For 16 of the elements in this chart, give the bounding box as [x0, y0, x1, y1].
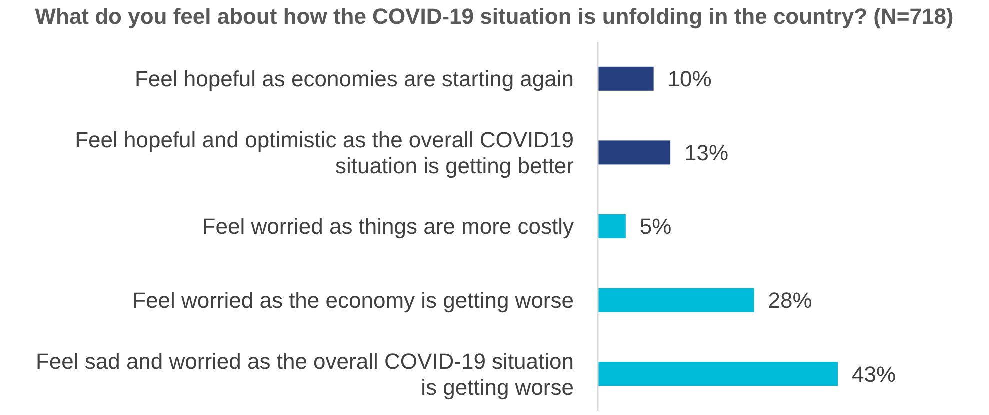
bar: [598, 214, 626, 238]
data-label: 28%: [768, 288, 812, 313]
y-tick-label: Feel hopeful and optimistic as the overall COVID19 situation is getting better: [75, 127, 574, 178]
data-label: 43%: [852, 362, 896, 387]
y-tick-label: Feel sad and worried as the overall COVID-19 situation is getting worse: [36, 348, 574, 400]
data-label: 13%: [684, 140, 729, 166]
bar: [598, 140, 671, 165]
chart-title: What do you feel about how the COVID-19 situation is unfolding in the country? (N=718): [35, 4, 954, 29]
data-label: 10%: [668, 66, 712, 92]
y-tick-label: Feel hopeful as economies are starting again: [134, 66, 574, 92]
y-tick-label: Feel worried as things are more costly: [202, 214, 574, 240]
y-tick-label: Feel worried as the economy is getting worse: [132, 288, 574, 313]
data-label: 5%: [640, 214, 672, 240]
bar: [598, 362, 838, 386]
bar: [598, 66, 654, 91]
bar: [598, 288, 754, 312]
